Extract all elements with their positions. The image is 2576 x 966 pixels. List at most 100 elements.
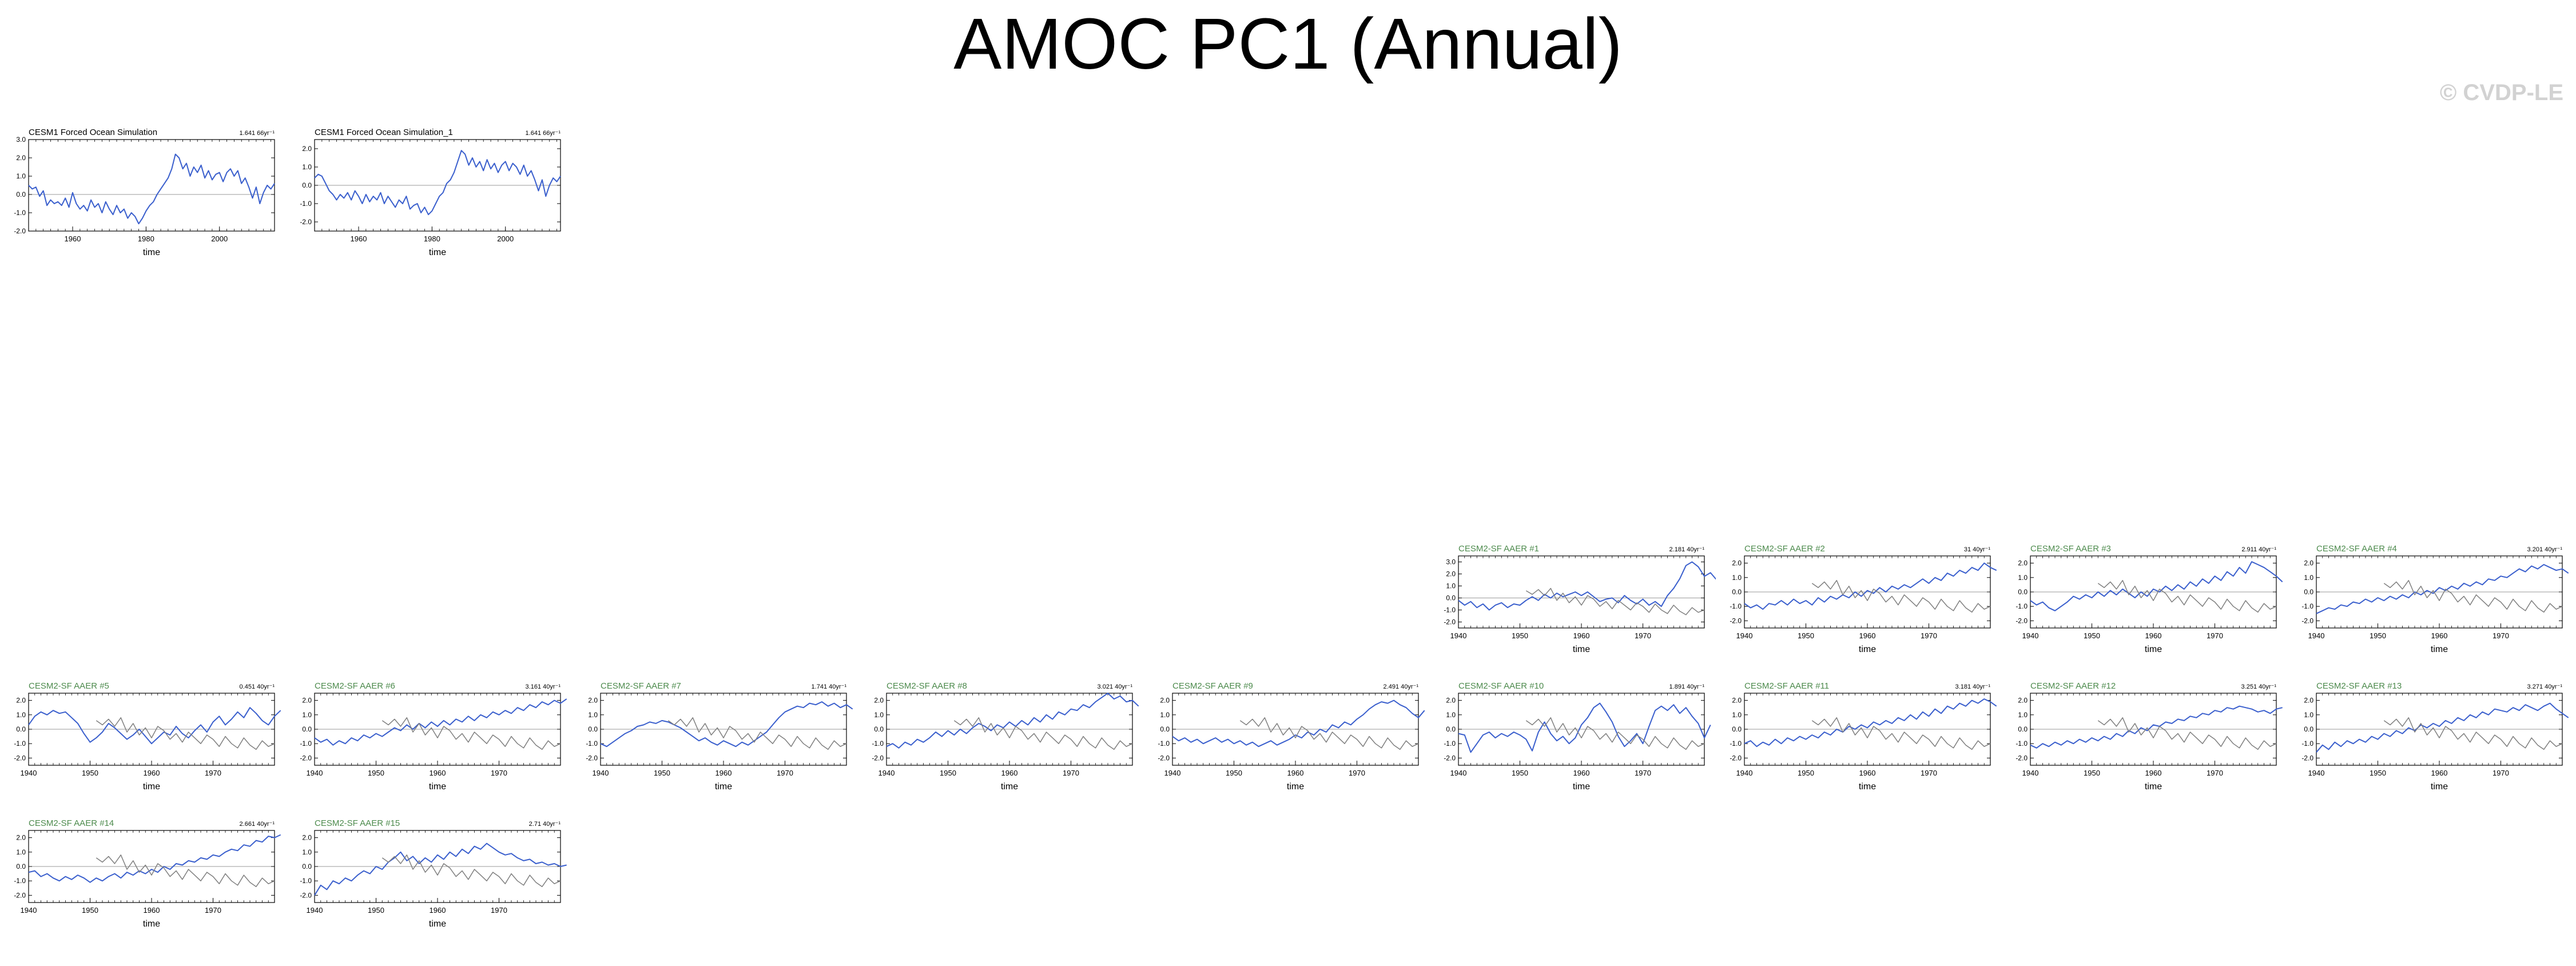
panel-aaer-2: CESM2-SF AAER #2 31 40yr⁻¹ -2.0 -1.0 0.0 1.0 2…	[1722, 538, 2002, 675]
panel-title: CESM2-SF AAER #9	[1172, 681, 1253, 691]
plot-frame	[1458, 555, 1705, 629]
y-tick-label: 2.0	[16, 154, 26, 162]
x-axis-label: time	[429, 248, 446, 257]
panel-title: CESM2-SF AAER #6	[315, 681, 395, 691]
y-tick-label: -1.0	[14, 209, 26, 217]
y-tick-label: 0.0	[2018, 725, 2028, 733]
series-line-observations	[381, 717, 561, 750]
y-tick-label: 2.0	[2018, 559, 2028, 567]
series-line-pc1	[28, 707, 281, 745]
series-line-observations	[953, 717, 1133, 750]
panel-title: CESM2-SF AAER #2	[1744, 544, 1825, 554]
panel-title: CESM2-SF AAER #14	[29, 818, 114, 828]
x-tick-label: 1960	[1859, 769, 1876, 777]
series-line-observations	[96, 854, 275, 888]
panel-aaer-11: CESM2-SF AAER #11 3.181 40yr⁻¹ -2.0 -1.0 0.0…	[1722, 675, 2002, 812]
series-line-pc1	[2030, 561, 2283, 611]
y-tick-label: -2.0	[300, 218, 312, 226]
x-tick-label: 1970	[1349, 769, 1365, 777]
y-tick-label: 2.0	[1160, 697, 1170, 705]
x-tick-label: 1940	[307, 906, 323, 915]
y-tick-label: 1.0	[874, 711, 884, 719]
x-tick-label: 1950	[1512, 631, 1528, 640]
x-axis-label: time	[715, 782, 732, 792]
y-tick-label: 1.0	[16, 711, 26, 719]
y-tick-label: 0.0	[2304, 588, 2313, 596]
x-tick-label: 1960	[2431, 631, 2448, 640]
x-tick-label: 1950	[1512, 769, 1528, 777]
x-tick-label: 1940	[21, 769, 37, 777]
series-line-pc1	[28, 834, 281, 883]
y-tick-label: 1.0	[302, 163, 312, 171]
series-line-pc1	[600, 701, 853, 748]
y-tick-label: -1.0	[2301, 602, 2313, 610]
x-axis-label: time	[143, 248, 160, 257]
y-tick-label: 2.0	[16, 834, 26, 842]
y-tick-label: -2.0	[1730, 617, 1742, 625]
panel-title: CESM2-SF AAER #10	[1458, 681, 1544, 691]
x-axis-label: time	[1859, 782, 1876, 792]
panel-title: CESM2-SF AAER #11	[1744, 681, 1829, 691]
x-tick-label: 1970	[1635, 769, 1651, 777]
y-tick-label: -1.0	[300, 200, 312, 208]
x-tick-label: 1960	[1573, 631, 1590, 640]
x-tick-label: 1950	[368, 769, 384, 777]
x-tick-label: 1970	[2492, 769, 2509, 777]
y-tick-label: -2.0	[1444, 754, 1456, 762]
series-line-pc1	[314, 150, 561, 216]
y-tick-label: -2.0	[586, 754, 598, 762]
x-axis-label: time	[143, 782, 160, 792]
y-tick-label: 1.0	[302, 848, 312, 856]
series-line-observations	[1525, 717, 1705, 750]
x-tick-label: 2000	[211, 234, 228, 243]
variance-label: 3.271 40yr⁻¹	[2527, 683, 2563, 690]
panel-title: CESM1 Forced Ocean Simulation_1	[315, 128, 453, 137]
y-tick-label: 0.0	[2018, 588, 2028, 596]
x-tick-label: 1960	[430, 769, 446, 777]
y-tick-label: 0.0	[16, 862, 26, 870]
y-tick-label: 0.0	[1446, 594, 1456, 602]
x-tick-label: 1960	[2145, 769, 2162, 777]
panel-title: CESM2-SF AAER #3	[2030, 544, 2111, 554]
series-line-observations	[381, 854, 561, 888]
y-tick-label: 2.0	[2304, 559, 2313, 567]
variance-label: 2.661 40yr⁻¹	[240, 821, 275, 828]
x-tick-label: 1940	[2308, 769, 2325, 777]
x-tick-label: 1960	[2145, 631, 2162, 640]
series-line-observations	[2097, 580, 2277, 613]
x-tick-label: 1980	[424, 234, 440, 243]
y-tick-label: -2.0	[1730, 754, 1742, 762]
x-axis-label: time	[1859, 645, 1876, 654]
y-tick-label: 2.0	[2304, 697, 2313, 705]
x-tick-label: 1970	[491, 769, 507, 777]
panel-title: CESM1 Forced Ocean Simulation	[29, 128, 157, 137]
x-tick-label: 1940	[1450, 631, 1467, 640]
y-tick-label: -1.0	[1444, 740, 1456, 748]
series-line-pc1	[1744, 562, 1997, 610]
panel-title: CESM2-SF AAER #1	[1458, 544, 1539, 554]
variance-label: 3.201 40yr⁻¹	[2527, 546, 2563, 553]
series-line-pc1	[2316, 702, 2569, 753]
y-tick-label: -2.0	[300, 891, 312, 899]
panel-aaer-7: CESM2-SF AAER #7 1.741 40yr⁻¹ -2.0 -1.0 0.0 1…	[578, 675, 858, 812]
series-line-observations	[1811, 580, 1991, 613]
series-line-pc1	[886, 693, 1139, 749]
y-tick-label: -2.0	[872, 754, 884, 762]
x-tick-label: 1960	[2431, 769, 2448, 777]
x-tick-label: 1940	[1164, 769, 1181, 777]
x-tick-label: 1970	[491, 906, 507, 915]
page-title: AMOC PC1 (Annual)	[953, 3, 1623, 84]
panel-aaer-10: CESM2-SF AAER #10 1.891 40yr⁻¹ -2.0 -1.0 0.0…	[1436, 675, 1716, 812]
x-tick-label: 1950	[2084, 769, 2100, 777]
y-tick-label: -1.0	[872, 740, 884, 748]
y-tick-label: -1.0	[14, 877, 26, 885]
y-tick-label: 2.0	[1732, 559, 1742, 567]
panel-aaer-9: CESM2-SF AAER #9 2.491 40yr⁻¹ -2.0 -1.0 0.0 1…	[1150, 675, 1430, 812]
series-line-observations	[1811, 717, 1991, 750]
series-line-pc1	[2316, 564, 2569, 614]
x-tick-label: 1940	[2022, 769, 2039, 777]
panel-aaer-13: CESM2-SF AAER #13 3.271 40yr⁻¹ -2.0 -1.0 0.0…	[2293, 675, 2574, 812]
y-tick-label: 1.0	[1446, 582, 1456, 590]
series-line-observations	[1525, 587, 1705, 615]
panel-forced-ocean-1: CESM1 Forced Ocean Simulation_1 1.641 66y…	[292, 120, 572, 269]
